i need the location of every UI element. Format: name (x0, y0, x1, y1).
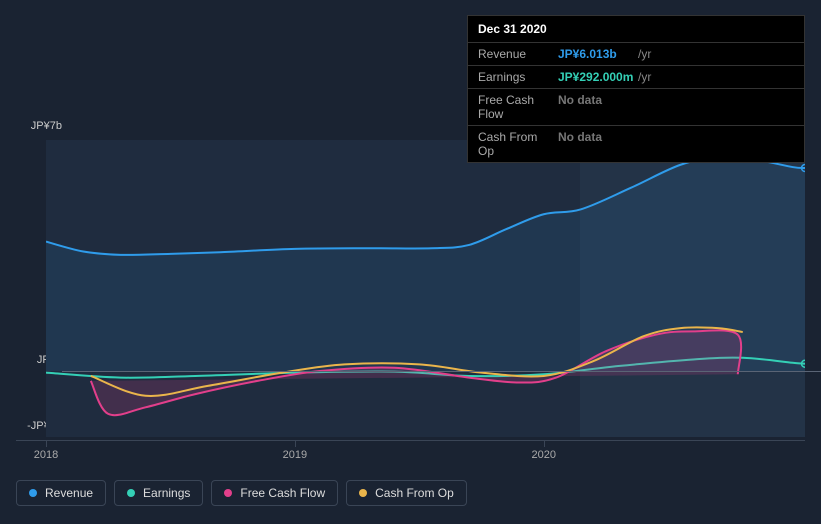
x-tick-mark (544, 441, 545, 447)
x-tick-label: 2020 (531, 449, 555, 461)
x-axis: 2018 2019 2020 (16, 440, 805, 460)
tooltip-row-unit: /yr (636, 43, 657, 65)
legend-dot-icon (224, 489, 232, 497)
legend-item[interactable]: Revenue (16, 480, 106, 506)
tooltip-row-unit (636, 89, 644, 125)
data-tooltip: Dec 31 2020 RevenueJP¥6.013b/yrEarningsJ… (467, 15, 805, 163)
zero-gridline (62, 371, 821, 372)
tooltip-row-value: JP¥292.000m (558, 66, 636, 88)
legend-dot-icon (29, 489, 37, 497)
legend: Revenue Earnings Free Cash Flow Cash From O… (16, 480, 467, 506)
x-tick-label: 2019 (283, 449, 307, 461)
legend-label: Revenue (45, 486, 93, 500)
chart-container: Dec 31 2020 RevenueJP¥6.013b/yrEarningsJ… (0, 0, 821, 524)
tooltip-row-value: No data (558, 89, 636, 125)
legend-item[interactable]: Free Cash Flow (211, 480, 338, 506)
tooltip-row-unit: /yr (636, 66, 657, 88)
x-tick-label: 2018 (34, 449, 58, 461)
legend-label: Free Cash Flow (240, 486, 325, 500)
legend-label: Cash From Op (375, 486, 454, 500)
tooltip-row-label: Cash From Op (468, 126, 558, 162)
chart-svg (46, 140, 805, 437)
legend-item[interactable]: Cash From Op (346, 480, 467, 506)
tooltip-row-label: Revenue (468, 43, 558, 65)
tooltip-row-unit (636, 126, 644, 162)
tooltip-row: Free Cash FlowNo data (468, 88, 804, 125)
tooltip-row-label: Free Cash Flow (468, 89, 558, 125)
tooltip-row: EarningsJP¥292.000m/yr (468, 65, 804, 88)
x-tick-mark (295, 441, 296, 447)
tooltip-row: Cash From OpNo data (468, 125, 804, 162)
tooltip-row: RevenueJP¥6.013b/yr (468, 42, 804, 65)
y-tick-label: JP¥7b (22, 120, 62, 132)
legend-dot-icon (127, 489, 135, 497)
legend-dot-icon (359, 489, 367, 497)
plot-area[interactable] (16, 140, 805, 437)
tooltip-row-value: JP¥6.013b (558, 43, 636, 65)
legend-label: Earnings (143, 486, 190, 500)
tooltip-row-value: No data (558, 126, 636, 162)
x-tick-mark (46, 441, 47, 447)
tooltip-row-label: Earnings (468, 66, 558, 88)
tooltip-date: Dec 31 2020 (468, 16, 804, 42)
legend-item[interactable]: Earnings (114, 480, 203, 506)
